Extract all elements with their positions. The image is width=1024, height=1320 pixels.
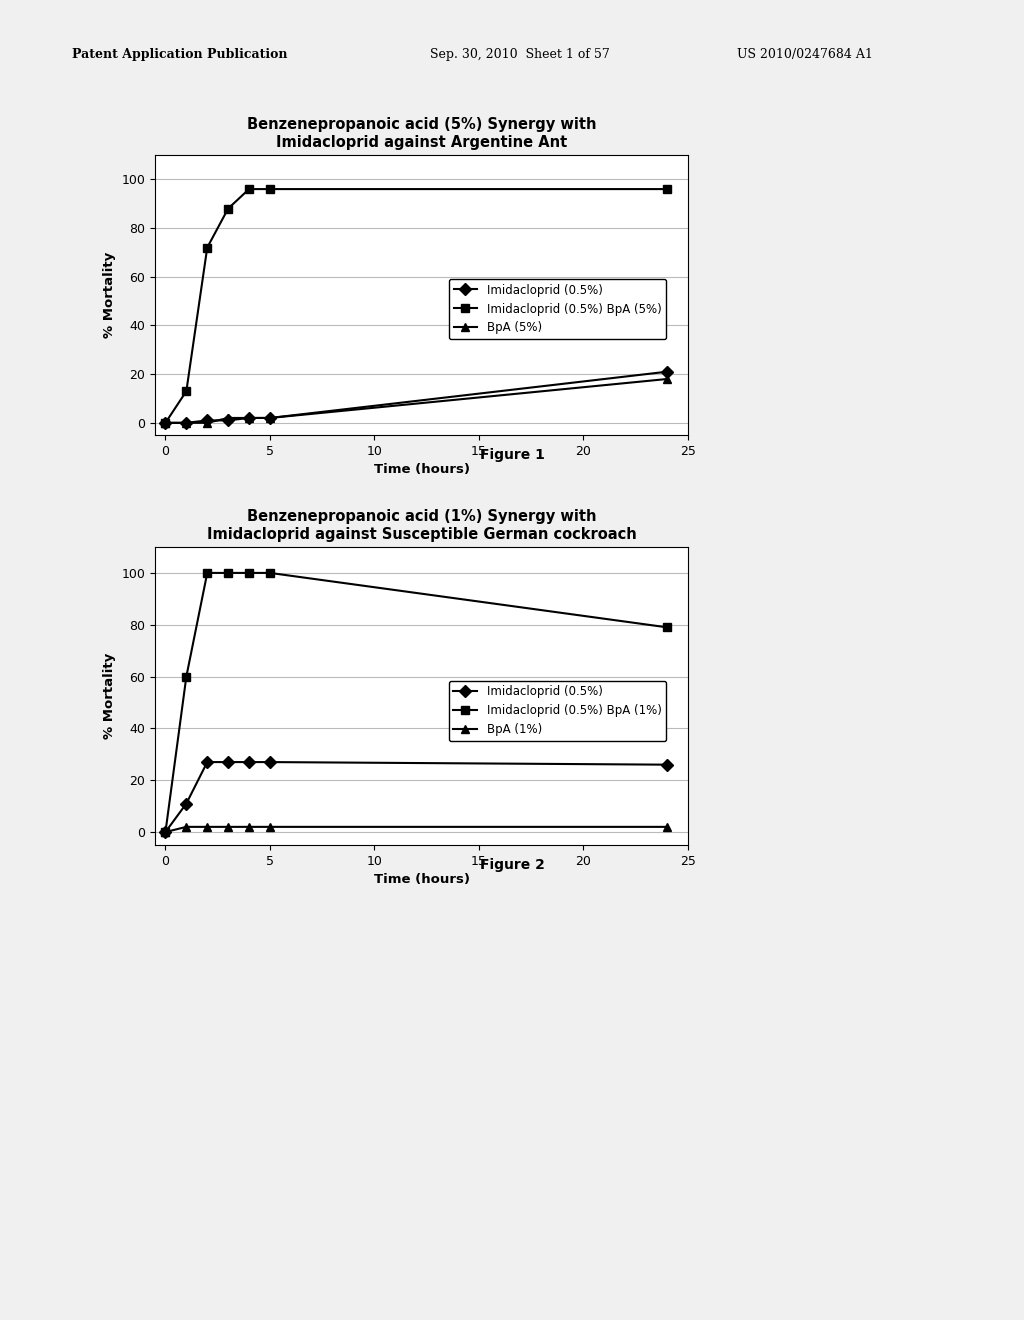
Text: Figure 1: Figure 1 [479, 447, 545, 462]
BpA (1%) [660, 818, 673, 834]
X-axis label: Time (hours): Time (hours) [374, 874, 469, 886]
Imidacloprid (0.5%) BpA (1%) [180, 669, 193, 685]
BpA (1%) [180, 818, 193, 834]
BpA (5%) [160, 414, 172, 430]
Imidacloprid (0.5%) [660, 364, 673, 380]
BpA (1%) [160, 824, 172, 840]
BpA (5%) [660, 371, 673, 387]
Imidacloprid (0.5%) BpA (5%) [180, 383, 193, 399]
Imidacloprid (0.5%) BpA (5%) [160, 414, 172, 430]
Line: Imidacloprid (0.5%) BpA (5%): Imidacloprid (0.5%) BpA (5%) [162, 185, 672, 426]
Line: Imidacloprid (0.5%): Imidacloprid (0.5%) [162, 758, 672, 836]
Imidacloprid (0.5%) [660, 756, 673, 772]
BpA (5%) [180, 414, 193, 430]
BpA (5%) [264, 411, 276, 426]
BpA (5%) [243, 411, 255, 426]
Imidacloprid (0.5%) BpA (1%) [264, 565, 276, 581]
Text: Figure 2: Figure 2 [479, 858, 545, 873]
BpA (1%) [243, 818, 255, 834]
BpA (5%) [222, 411, 234, 426]
Y-axis label: % Mortality: % Mortality [102, 653, 116, 739]
Imidacloprid (0.5%) [201, 754, 213, 770]
BpA (1%) [222, 818, 234, 834]
Title: Benzenepropanoic acid (1%) Synergy with
Imidacloprid against Susceptible German : Benzenepropanoic acid (1%) Synergy with … [207, 510, 636, 541]
Line: BpA (1%): BpA (1%) [162, 822, 672, 836]
BpA (1%) [201, 818, 213, 834]
Imidacloprid (0.5%) [160, 824, 172, 840]
BpA (1%) [264, 818, 276, 834]
Y-axis label: % Mortality: % Mortality [102, 252, 116, 338]
Imidacloprid (0.5%) [222, 412, 234, 428]
Imidacloprid (0.5%) [201, 412, 213, 428]
Imidacloprid (0.5%) [243, 754, 255, 770]
BpA (5%) [201, 414, 213, 430]
Imidacloprid (0.5%) BpA (5%) [660, 181, 673, 197]
Imidacloprid (0.5%) BpA (5%) [243, 181, 255, 197]
X-axis label: Time (hours): Time (hours) [374, 463, 469, 477]
Imidacloprid (0.5%) BpA (5%) [201, 240, 213, 256]
Text: Sep. 30, 2010  Sheet 1 of 57: Sep. 30, 2010 Sheet 1 of 57 [430, 48, 610, 61]
Line: Imidacloprid (0.5%): Imidacloprid (0.5%) [162, 367, 672, 426]
Imidacloprid (0.5%) [180, 414, 193, 430]
Imidacloprid (0.5%) [243, 411, 255, 426]
Imidacloprid (0.5%) BpA (1%) [243, 565, 255, 581]
Line: BpA (5%): BpA (5%) [162, 375, 672, 426]
Imidacloprid (0.5%) BpA (1%) [660, 619, 673, 635]
Title: Benzenepropanoic acid (5%) Synergy with
Imidacloprid against Argentine Ant: Benzenepropanoic acid (5%) Synergy with … [247, 117, 596, 149]
Legend: Imidacloprid (0.5%), Imidacloprid (0.5%) BpA (5%), BpA (5%): Imidacloprid (0.5%), Imidacloprid (0.5%)… [449, 279, 666, 339]
Legend: Imidacloprid (0.5%), Imidacloprid (0.5%) BpA (1%), BpA (1%): Imidacloprid (0.5%), Imidacloprid (0.5%)… [449, 681, 666, 741]
Imidacloprid (0.5%) [180, 796, 193, 812]
Imidacloprid (0.5%) BpA (5%) [222, 201, 234, 216]
Imidacloprid (0.5%) BpA (1%) [160, 824, 172, 840]
Imidacloprid (0.5%) [264, 411, 276, 426]
Line: Imidacloprid (0.5%) BpA (1%): Imidacloprid (0.5%) BpA (1%) [162, 569, 672, 836]
Imidacloprid (0.5%) BpA (1%) [222, 565, 234, 581]
Imidacloprid (0.5%) BpA (1%) [201, 565, 213, 581]
Text: Patent Application Publication: Patent Application Publication [72, 48, 287, 61]
Text: US 2010/0247684 A1: US 2010/0247684 A1 [737, 48, 873, 61]
Imidacloprid (0.5%) [264, 754, 276, 770]
Imidacloprid (0.5%) [222, 754, 234, 770]
Imidacloprid (0.5%) BpA (5%) [264, 181, 276, 197]
Imidacloprid (0.5%) [160, 414, 172, 430]
